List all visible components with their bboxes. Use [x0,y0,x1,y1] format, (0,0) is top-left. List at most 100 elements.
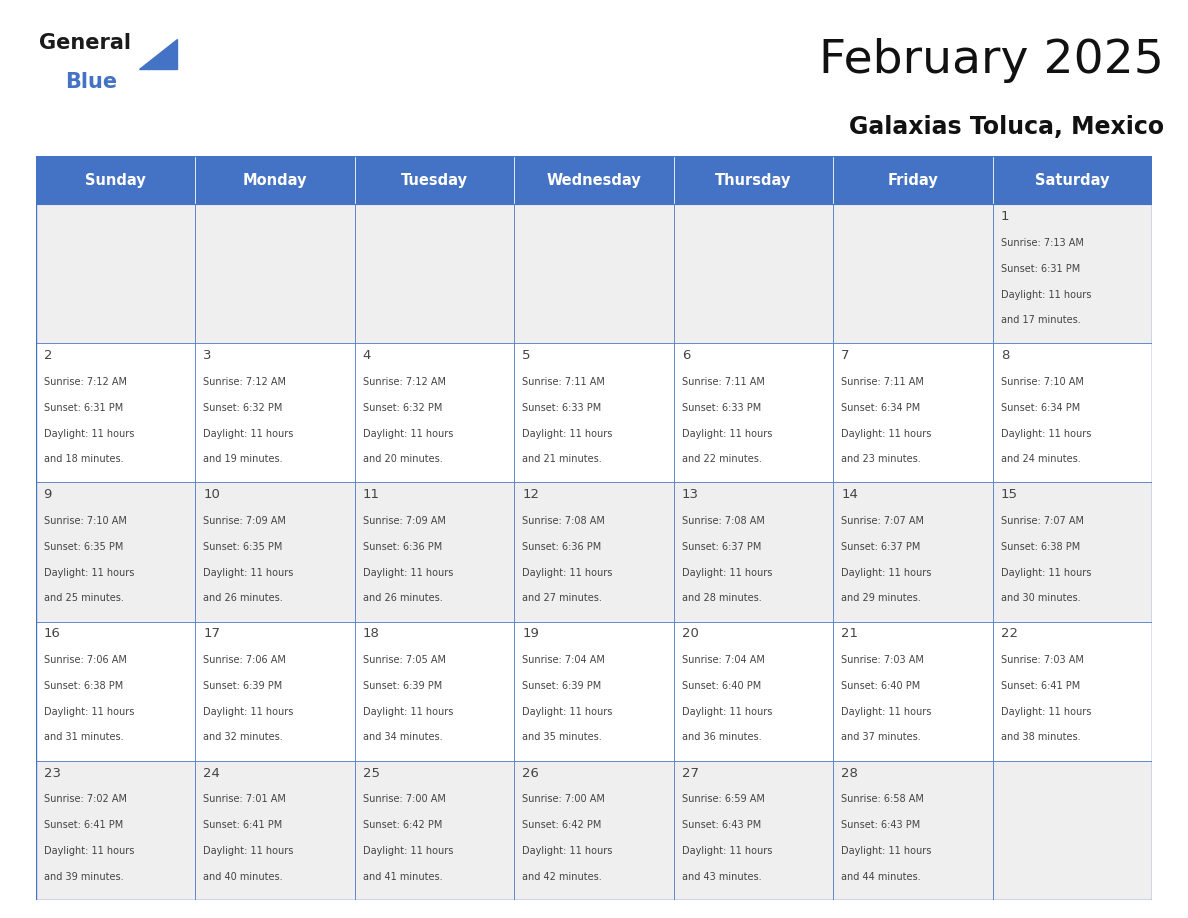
Text: 27: 27 [682,767,699,779]
Text: Sunset: 6:42 PM: Sunset: 6:42 PM [362,820,442,830]
Text: Sunset: 6:34 PM: Sunset: 6:34 PM [841,403,921,413]
Text: Monday: Monday [242,173,308,187]
Text: 3: 3 [203,350,211,363]
Text: Sunset: 6:37 PM: Sunset: 6:37 PM [682,542,762,552]
Text: and 20 minutes.: and 20 minutes. [362,454,442,465]
Bar [36,483,195,621]
Bar [674,343,833,483]
Text: Sunset: 6:42 PM: Sunset: 6:42 PM [523,820,601,830]
Text: 26: 26 [523,767,539,779]
Text: and 21 minutes.: and 21 minutes. [523,454,602,465]
Bar [355,483,514,621]
Text: and 26 minutes.: and 26 minutes. [203,593,283,603]
Bar [514,761,674,900]
Bar [195,483,355,621]
Text: and 43 minutes.: and 43 minutes. [682,871,762,881]
Text: Sunset: 6:37 PM: Sunset: 6:37 PM [841,542,921,552]
Text: Sunrise: 7:05 AM: Sunrise: 7:05 AM [362,655,446,666]
Text: 9: 9 [44,488,52,501]
Text: Sunrise: 7:10 AM: Sunrise: 7:10 AM [1000,377,1083,387]
Bar [993,761,1152,900]
Text: 2: 2 [44,350,52,363]
Bar [833,156,993,205]
Text: Galaxias Toluca, Mexico: Galaxias Toluca, Mexico [849,115,1164,139]
Text: Daylight: 11 hours: Daylight: 11 hours [523,845,613,856]
Text: 23: 23 [44,767,61,779]
Bar [195,156,355,205]
Text: Sunset: 6:34 PM: Sunset: 6:34 PM [1000,403,1080,413]
Text: Sunset: 6:41 PM: Sunset: 6:41 PM [44,820,122,830]
Bar [36,761,195,900]
Text: 24: 24 [203,767,220,779]
Text: 16: 16 [44,628,61,641]
Bar [355,621,514,761]
Bar [514,205,674,343]
Text: and 22 minutes.: and 22 minutes. [682,454,762,465]
Text: and 23 minutes.: and 23 minutes. [841,454,921,465]
Text: Sunrise: 6:58 AM: Sunrise: 6:58 AM [841,794,924,804]
Text: Daylight: 11 hours: Daylight: 11 hours [841,429,931,439]
Text: Sunrise: 7:06 AM: Sunrise: 7:06 AM [44,655,126,666]
Text: Daylight: 11 hours: Daylight: 11 hours [203,429,293,439]
Bar [195,621,355,761]
Text: Sunrise: 7:09 AM: Sunrise: 7:09 AM [362,516,446,526]
Text: and 42 minutes.: and 42 minutes. [523,871,602,881]
Text: 15: 15 [1000,488,1018,501]
Text: 10: 10 [203,488,220,501]
Bar [36,621,195,761]
Text: Wednesday: Wednesday [546,173,642,187]
Text: Sunset: 6:40 PM: Sunset: 6:40 PM [841,681,921,691]
Text: Sunset: 6:33 PM: Sunset: 6:33 PM [682,403,762,413]
Text: and 24 minutes.: and 24 minutes. [1000,454,1081,465]
Text: Daylight: 11 hours: Daylight: 11 hours [523,567,613,577]
Text: Daylight: 11 hours: Daylight: 11 hours [523,707,613,717]
Text: Sunrise: 7:08 AM: Sunrise: 7:08 AM [523,516,605,526]
Text: 4: 4 [362,350,371,363]
Bar [674,621,833,761]
Bar [674,156,833,205]
Text: Sunrise: 7:11 AM: Sunrise: 7:11 AM [841,377,924,387]
Bar [833,483,993,621]
Text: 13: 13 [682,488,699,501]
Text: and 31 minutes.: and 31 minutes. [44,733,124,743]
Text: and 35 minutes.: and 35 minutes. [523,733,602,743]
Text: Sunset: 6:43 PM: Sunset: 6:43 PM [841,820,921,830]
Text: Sunset: 6:38 PM: Sunset: 6:38 PM [1000,542,1080,552]
Bar [993,621,1152,761]
Bar [514,621,674,761]
Text: 19: 19 [523,628,539,641]
Text: and 28 minutes.: and 28 minutes. [682,593,762,603]
Text: 21: 21 [841,628,858,641]
Text: Sunset: 6:31 PM: Sunset: 6:31 PM [44,403,122,413]
Text: Sunset: 6:36 PM: Sunset: 6:36 PM [362,542,442,552]
Bar [514,343,674,483]
Text: Sunrise: 7:12 AM: Sunrise: 7:12 AM [203,377,286,387]
Text: and 17 minutes.: and 17 minutes. [1000,315,1081,325]
Bar [514,483,674,621]
Bar [674,483,833,621]
Text: Daylight: 11 hours: Daylight: 11 hours [362,707,453,717]
Text: 18: 18 [362,628,379,641]
Text: Daylight: 11 hours: Daylight: 11 hours [44,845,134,856]
Bar [674,205,833,343]
Bar [674,761,833,900]
Text: 25: 25 [362,767,380,779]
Text: Sunrise: 7:01 AM: Sunrise: 7:01 AM [203,794,286,804]
Text: 8: 8 [1000,350,1009,363]
Text: Daylight: 11 hours: Daylight: 11 hours [841,707,931,717]
Text: and 37 minutes.: and 37 minutes. [841,733,921,743]
Text: Daylight: 11 hours: Daylight: 11 hours [841,845,931,856]
Text: Sunset: 6:33 PM: Sunset: 6:33 PM [523,403,601,413]
Bar [355,761,514,900]
Text: Sunset: 6:39 PM: Sunset: 6:39 PM [203,681,283,691]
Text: Sunset: 6:32 PM: Sunset: 6:32 PM [362,403,442,413]
Text: Sunrise: 7:07 AM: Sunrise: 7:07 AM [841,516,924,526]
Text: and 32 minutes.: and 32 minutes. [203,733,283,743]
Text: Daylight: 11 hours: Daylight: 11 hours [362,567,453,577]
Text: 12: 12 [523,488,539,501]
Text: and 30 minutes.: and 30 minutes. [1000,593,1080,603]
Text: and 36 minutes.: and 36 minutes. [682,733,762,743]
Text: and 41 minutes.: and 41 minutes. [362,871,442,881]
Text: Sunrise: 7:00 AM: Sunrise: 7:00 AM [362,794,446,804]
Text: Daylight: 11 hours: Daylight: 11 hours [682,845,772,856]
